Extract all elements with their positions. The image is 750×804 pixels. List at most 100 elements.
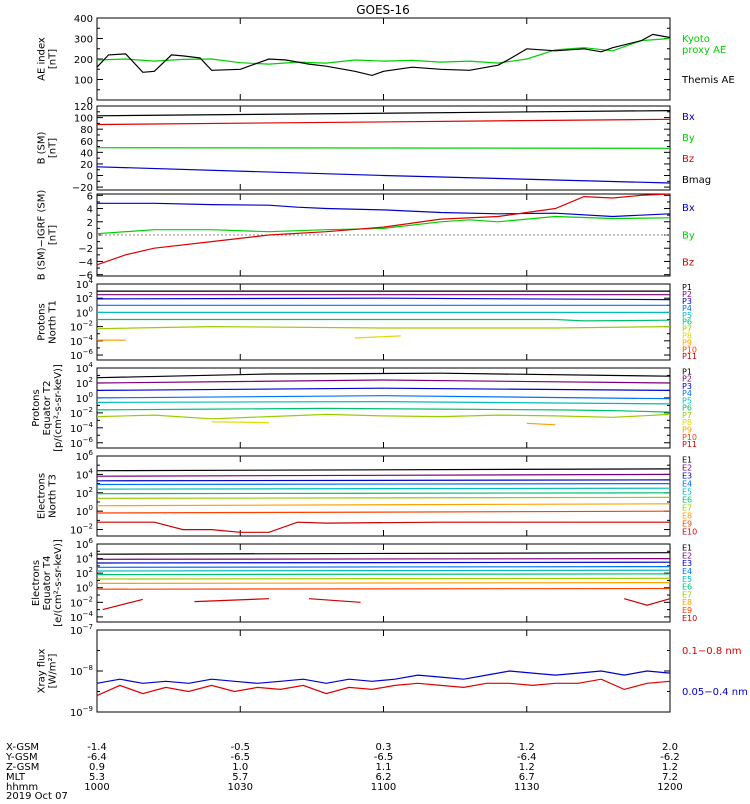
x-axis-value: 0.3 [376,742,392,753]
legend-entry: Bmag [682,175,711,186]
series-line-p1 [96,372,671,379]
legend-entry: E7 [682,504,692,513]
x-axis-value: 1.2 [519,762,535,773]
series-line-bz [96,193,671,266]
legend-entry: E7 [682,590,692,599]
legend-entry: P11 [682,440,697,449]
y-tick-label: 300 [74,35,93,46]
y-tick-label: 120 [74,102,93,113]
legend-entry: P10 [682,433,697,442]
legend-entry: E5 [682,575,692,584]
legend-entry: Kyoto proxy AE [682,34,726,56]
y-axis-label: B (SM)−IGRF (SM)[nT] [37,190,59,281]
y-tick-label: 60 [80,137,93,148]
y-tick-label: 100 [76,581,93,595]
series-line-e10 [102,598,143,611]
series-line-p6 [96,407,671,413]
x-axis-value: 1200 [657,782,682,793]
y-tick-label: 10−6 [70,436,94,450]
y-tick-label: 104 [76,277,94,291]
y-tick-label: 100 [74,76,93,87]
y-tick-label: 400 [74,14,93,25]
x-axis-value: 5.7 [232,772,248,783]
series-line-p7 [96,413,671,420]
series-line-e4 [96,565,671,568]
legend-entry: E1 [682,456,692,465]
series-line-p7 [96,325,671,330]
y-tick-label: 100 [76,305,93,319]
y-tick-label: −2 [78,244,93,255]
y-tick-label: 102 [76,486,93,500]
series-line-by [96,147,671,149]
legend-entry: Bz [682,154,694,165]
x-axis-value: 2.0 [662,742,678,753]
legend-entry: By [682,133,695,144]
legend-entry: P6 [682,404,692,413]
x-axis-value: 1.0 [232,762,248,773]
y-tick-label: 102 [76,376,93,390]
legend-entry: Bx [682,112,695,123]
legend-entry: E6 [682,496,692,505]
legend-entry: E3 [682,559,692,568]
series-line-e2 [96,473,671,477]
series-line-e3 [96,561,671,564]
x-axis-value: 1030 [228,782,253,793]
legend-entry: P4 [682,389,692,398]
series-line-e9 [96,510,671,514]
legend-entry: E4 [682,480,692,489]
legend-entry: P10 [682,345,697,354]
series-line-e3 [96,479,671,482]
y-tick-label: 10−9 [70,705,93,719]
y-tick-label: 102 [76,566,93,580]
legend-entry: E10 [682,614,697,623]
legend-entry: P7 [682,325,692,334]
legend-entry: P5 [682,311,692,320]
legend-entry: E1 [682,544,692,553]
y-tick-label: 10−7 [70,623,93,637]
series-line-themis-ae [96,33,671,77]
series-line-bx [96,166,671,184]
x-axis-value: 1130 [514,782,539,793]
x-axis-value: -6.2 [660,752,680,763]
x-axis-value: 1.2 [662,762,678,773]
series-line-e9 [96,587,671,590]
panel-xray: 10−7 10−8 10−9 Xray flux[W/m²] 0.1−0.8 nm 0.0… [37,623,748,719]
x-axis-value: -6.5 [374,752,394,763]
legend-entry: P4 [682,304,692,313]
x-axis-row-label: hhmm [6,782,38,793]
legend-entry: P2 [682,375,692,384]
legend-entry: E8 [682,512,692,521]
y-tick-label: 10−6 [70,348,94,362]
x-axis-value: 1100 [371,782,396,793]
series-line-e1 [96,552,671,555]
series-line-e7 [96,577,671,580]
legend-entry: P8 [682,331,692,340]
x-axis-value: 1.1 [376,762,392,773]
y-tick-label: 0 [87,231,93,242]
y-tick-label: −4 [78,257,93,268]
series-line-e10 [194,598,269,603]
legend-entry: E6 [682,583,692,592]
legend-entry: P3 [682,382,692,391]
x-axis-row-label: Z-GSM [6,762,39,773]
y-tick-label: 10−8 [70,664,93,678]
y-axis-label: B (SM)[nT] [37,131,59,164]
series-line-0-1-0-8-nm [96,678,671,697]
legend-entry: E9 [682,606,692,615]
y-tick-label: 104 [76,467,94,481]
series-line-p8 [211,421,269,424]
y-axis-label: Xray flux[W/m²] [37,649,59,694]
legend-entry: E9 [682,520,692,529]
plot-title: GOES-16 [356,3,410,17]
series-line-p2 [96,379,671,384]
x-axis-value: -6.4 [87,752,107,763]
x-axis-value: -0.5 [230,742,250,753]
legend-entry: P8 [682,418,692,427]
y-tick-label: 104 [76,361,94,375]
y-tick-label: 0 [87,172,93,183]
legend-entry: P11 [682,352,697,361]
legend-entry: P1 [682,283,692,292]
y-tick-label: 102 [76,291,93,305]
